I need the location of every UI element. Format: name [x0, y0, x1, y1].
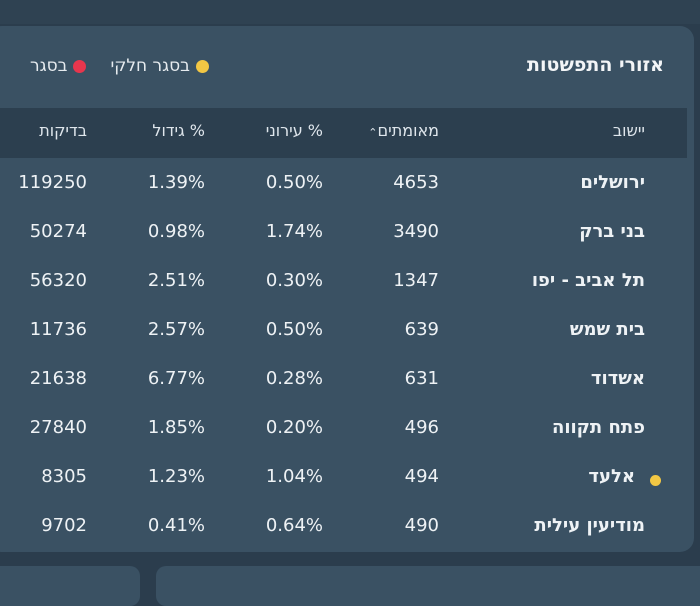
table-row[interactable]: אשדוד 631 0.28% 6.77% 21638	[0, 356, 687, 405]
table-row[interactable]: בית שמש 639 0.50% 2.57% 11736	[0, 307, 687, 356]
cell-locality: אשדוד	[590, 368, 645, 389]
bottom-card-left	[0, 566, 140, 606]
cell-confirmed: 490	[404, 515, 439, 536]
legend: בסגר בסגר חלקי	[30, 56, 209, 76]
cell-locality: מודיעין עילית	[534, 515, 645, 536]
table-row[interactable]: ירושלים 4653 0.50% 1.39% 119250	[0, 160, 687, 209]
panel-title: אזורי התפשטות	[527, 54, 664, 76]
red-dot-icon	[73, 59, 87, 73]
cell-growth-percent: 2.57%	[147, 319, 205, 340]
cell-city-percent: 0.28%	[265, 368, 323, 389]
cell-confirmed: 494	[404, 466, 439, 487]
cell-tests: 50274	[29, 221, 87, 242]
cell-locality: תל אביב - יפו	[531, 270, 645, 291]
column-header-locality[interactable]: יישוב	[612, 121, 645, 140]
table-row[interactable]: אלעד 494 1.04% 1.23% 8305	[0, 454, 687, 503]
cell-locality: בית שמש	[569, 319, 645, 340]
cell-confirmed: 639	[404, 319, 439, 340]
column-header-confirmed-label: מאומתים	[377, 121, 440, 140]
table-header: יישוב מאומתים⌃ % עירוני % גידול בדיקות	[0, 108, 687, 158]
cell-tests: 27840	[29, 417, 87, 438]
cell-locality: פתח תקווה	[551, 417, 645, 438]
top-strip	[0, 0, 700, 24]
column-header-city-percent[interactable]: % עירוני	[265, 121, 323, 140]
cell-growth-percent: 6.77%	[147, 368, 205, 389]
cell-city-percent: 0.50%	[265, 319, 323, 340]
cell-tests: 9702	[41, 515, 87, 536]
cell-tests: 119250	[18, 172, 87, 193]
column-header-tests[interactable]: בדיקות	[39, 121, 87, 140]
cell-tests: 56320	[29, 270, 87, 291]
cell-city-percent: 0.20%	[265, 417, 323, 438]
cell-growth-percent: 0.41%	[147, 515, 205, 536]
cell-locality: בני ברק	[579, 221, 645, 242]
panel-header: אזורי התפשטות בסגר בסגר חלקי	[0, 44, 700, 94]
cell-confirmed: 631	[404, 368, 439, 389]
cell-tests: 8305	[41, 466, 87, 487]
cell-confirmed: 1347	[393, 270, 439, 291]
cell-city-percent: 0.50%	[265, 172, 323, 193]
cell-growth-percent: 1.85%	[147, 417, 205, 438]
cell-confirmed: 4653	[393, 172, 439, 193]
cell-city-percent: 1.04%	[265, 466, 323, 487]
cell-city-percent: 1.74%	[265, 221, 323, 242]
bottom-card-right	[156, 566, 700, 606]
legend-label-partial-lockdown: בסגר חלקי	[110, 56, 190, 76]
cell-city-percent: 0.30%	[265, 270, 323, 291]
cell-tests: 21638	[29, 368, 87, 389]
cell-confirmed: 3490	[393, 221, 439, 242]
cell-confirmed: 496	[404, 417, 439, 438]
legend-item-partial-lockdown: בסגר חלקי	[110, 56, 209, 76]
cell-growth-percent: 0.98%	[147, 221, 205, 242]
legend-label-lockdown: בסגר	[30, 56, 68, 76]
table-row[interactable]: פתח תקווה 496 0.20% 1.85% 27840	[0, 405, 687, 454]
partial-lockdown-dot-icon	[650, 475, 661, 486]
table-row[interactable]: תל אביב - יפו 1347 0.30% 2.51% 56320	[0, 258, 687, 307]
cell-growth-percent: 1.23%	[147, 466, 205, 487]
cell-tests: 11736	[29, 319, 87, 340]
sort-ascending-icon[interactable]: ⌃	[368, 126, 378, 139]
cell-city-percent: 0.64%	[265, 515, 323, 536]
cell-locality: ירושלים	[580, 172, 645, 193]
cell-locality: אלעד	[588, 466, 635, 487]
cell-growth-percent: 1.39%	[147, 172, 205, 193]
yellow-dot-icon	[195, 59, 209, 73]
legend-item-lockdown: בסגר	[30, 56, 87, 76]
table-row[interactable]: מודיעין עילית 490 0.64% 0.41% 9702	[0, 503, 687, 552]
column-header-growth-percent[interactable]: % גידול	[152, 121, 205, 140]
cell-growth-percent: 2.51%	[147, 270, 205, 291]
column-header-confirmed[interactable]: מאומתים⌃	[364, 121, 439, 140]
table-row[interactable]: בני ברק 3490 1.74% 0.98% 50274	[0, 209, 687, 258]
